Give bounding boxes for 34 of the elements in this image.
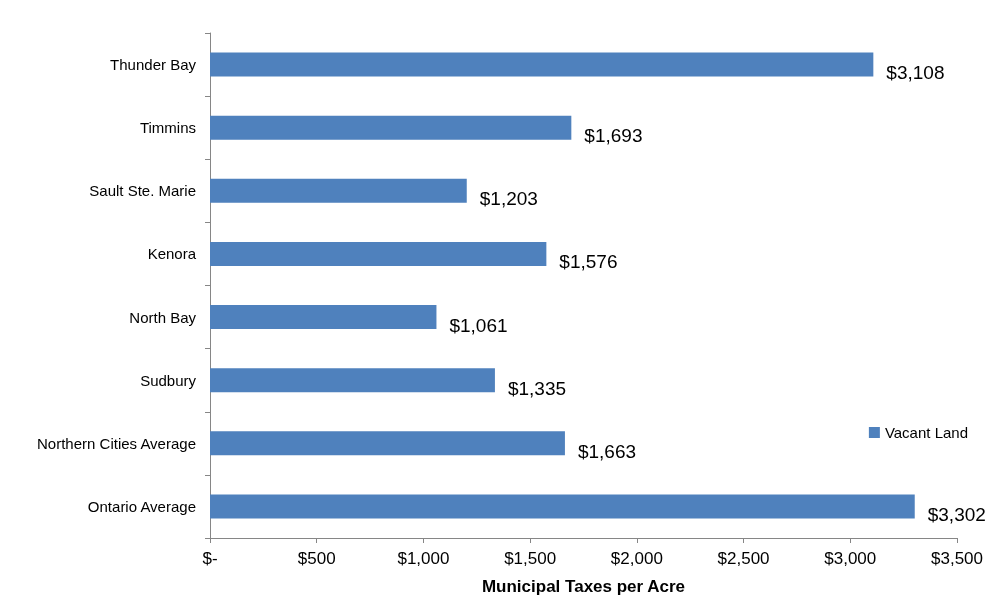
bar (210, 305, 437, 330)
bar (210, 431, 565, 456)
y-tick-label: Timmins (139, 119, 196, 137)
y-tick-label: Sault Ste. Marie (89, 182, 196, 200)
bar (210, 178, 467, 203)
data-label: $1,693 (584, 125, 643, 147)
data-label: $1,663 (577, 440, 637, 462)
x-tick-label: $3,000 (824, 549, 877, 568)
x-tick-label: $500 (297, 549, 336, 568)
data-label: $1,061 (449, 314, 508, 336)
data-label: $3,302 (927, 503, 986, 525)
y-tick-label: Sudbury (140, 371, 197, 389)
bar (210, 52, 874, 77)
data-label: $1,576 (559, 251, 618, 273)
y-tick-label: Thunder Bay (110, 56, 197, 74)
data-label: $1,203 (479, 188, 538, 210)
y-tick-label: Ontario Average (87, 497, 196, 515)
bar (210, 241, 547, 266)
x-tick-label: $- (202, 549, 218, 568)
x-tick-label: $3,500 (931, 549, 983, 568)
x-tick-label: $2,500 (717, 549, 770, 568)
bar (210, 115, 572, 140)
x-tick-label: $1,500 (504, 549, 557, 568)
x-tick-label: $2,000 (610, 549, 663, 568)
y-tick-label: North Bay (129, 308, 197, 326)
data-label: $3,108 (886, 62, 945, 84)
data-label: $1,335 (507, 377, 567, 399)
y-tick-label: Kenora (147, 245, 197, 263)
bar (210, 368, 495, 393)
legend-label: Vacant Land (884, 424, 968, 441)
x-axis-title: Municipal Taxes per Acre (481, 577, 686, 596)
x-tick-label: $1,000 (397, 549, 450, 568)
y-tick-label: Northern Cities Average (37, 434, 196, 452)
bar (210, 494, 915, 519)
